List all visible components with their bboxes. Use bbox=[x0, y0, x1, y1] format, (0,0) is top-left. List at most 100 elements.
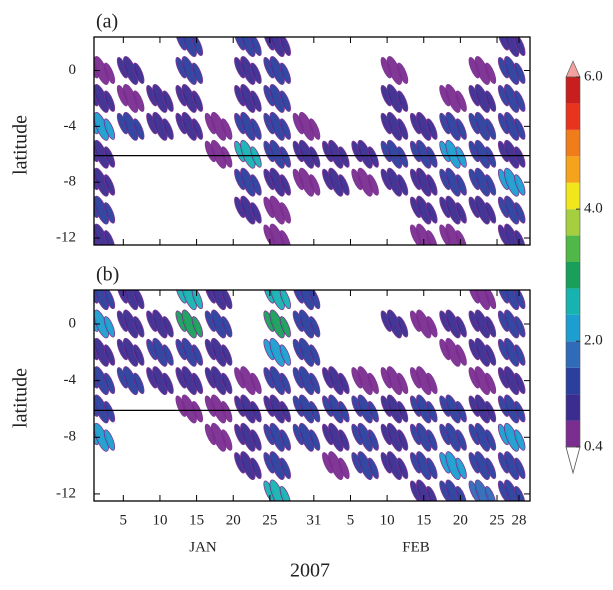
field bbox=[94, 37, 526, 245]
contour-streak bbox=[191, 37, 204, 57]
contour-streak bbox=[103, 372, 116, 395]
contour-streak bbox=[308, 290, 321, 310]
contour-streak bbox=[221, 344, 233, 366]
contour-streak bbox=[103, 202, 116, 224]
x-tick-label: 5 bbox=[347, 512, 355, 528]
contour-streak bbox=[250, 429, 262, 451]
contour-streak bbox=[250, 202, 262, 224]
colorbar-band bbox=[566, 314, 580, 342]
contour-streak bbox=[396, 429, 409, 451]
colorbar-band bbox=[566, 367, 580, 395]
contour-streak bbox=[308, 429, 321, 451]
contour-streak bbox=[279, 90, 291, 112]
y-tick-label: -4 bbox=[64, 372, 77, 388]
contour-streak bbox=[367, 429, 379, 451]
month-label: FEB bbox=[402, 539, 430, 555]
contour-streak bbox=[250, 174, 262, 196]
contour-streak bbox=[191, 90, 204, 112]
contour-streak bbox=[162, 372, 174, 395]
contour-streak bbox=[426, 316, 438, 338]
contour-streak bbox=[103, 230, 116, 245]
contour-streak bbox=[514, 230, 526, 245]
contour-streak bbox=[396, 174, 409, 196]
contour-streak bbox=[338, 457, 350, 480]
contour-streak bbox=[279, 118, 291, 140]
contour-streak bbox=[103, 118, 116, 140]
colorbar-band bbox=[566, 262, 580, 289]
contour-streak bbox=[426, 429, 438, 451]
contour-streak bbox=[396, 62, 409, 84]
contour-streak bbox=[367, 372, 379, 395]
contour-streak bbox=[103, 290, 116, 310]
contour-streak bbox=[279, 290, 291, 310]
contour-streak bbox=[514, 174, 526, 196]
contour-streak bbox=[484, 290, 497, 310]
contour-streak bbox=[338, 429, 350, 451]
contour-streak bbox=[103, 174, 116, 196]
x-tick-label: 25 bbox=[490, 512, 505, 528]
contour-streak bbox=[514, 62, 526, 84]
contour-streak bbox=[250, 90, 262, 112]
contour-streak bbox=[514, 90, 526, 112]
contour-streak bbox=[514, 37, 526, 57]
contour-streak bbox=[455, 174, 467, 196]
contour-streak bbox=[191, 372, 204, 395]
contour-streak bbox=[514, 316, 526, 338]
colorbar-over bbox=[565, 60, 581, 78]
contour-streak bbox=[455, 90, 467, 112]
colorbar-band bbox=[566, 129, 580, 157]
colorbar-band bbox=[566, 394, 580, 421]
contour-streak bbox=[396, 118, 409, 140]
month-label: JAN bbox=[189, 539, 217, 555]
y-tick-label: -4 bbox=[64, 118, 77, 134]
contour-streak bbox=[162, 344, 174, 366]
colorbar-band bbox=[566, 77, 580, 104]
contour-streak bbox=[484, 429, 497, 451]
y-tick-label: -12 bbox=[56, 485, 76, 501]
contour-streak bbox=[514, 372, 526, 395]
contour-streak bbox=[484, 344, 497, 366]
contour-streak bbox=[484, 457, 497, 480]
contour-streak bbox=[484, 316, 497, 338]
contour-streak bbox=[133, 290, 145, 310]
contour-streak bbox=[514, 118, 526, 140]
colorbar-band bbox=[566, 209, 580, 236]
panel-label: (b) bbox=[96, 264, 119, 286]
contour-streak bbox=[279, 37, 291, 57]
contour-streak bbox=[338, 372, 350, 395]
contour-streak bbox=[308, 174, 321, 196]
contour-streak bbox=[455, 202, 467, 224]
contour-streak bbox=[484, 202, 497, 224]
contour-streak bbox=[279, 429, 291, 451]
contour-streak bbox=[279, 62, 291, 84]
contour-streak bbox=[103, 90, 116, 112]
contour-streak bbox=[133, 118, 145, 140]
contour-streak bbox=[308, 316, 321, 338]
contour-streak bbox=[279, 486, 291, 501]
contour-streak bbox=[250, 37, 262, 57]
colorbar-tick-label: 0.4 bbox=[584, 438, 603, 454]
contour-streak bbox=[279, 316, 291, 338]
contour-streak bbox=[338, 174, 350, 196]
panel-label: (a) bbox=[96, 11, 118, 33]
y-axis-label: latitude bbox=[10, 115, 32, 175]
colorbar-band bbox=[566, 103, 580, 130]
colorbar-band bbox=[566, 341, 580, 368]
contour-streak bbox=[484, 486, 497, 501]
contour-streak bbox=[514, 290, 526, 310]
x-tick-label: 28 bbox=[512, 512, 527, 528]
x-tick-label: 20 bbox=[226, 512, 241, 528]
contour-streak bbox=[162, 118, 174, 140]
contour-streak bbox=[133, 90, 145, 112]
x-axis-label: 2007 bbox=[290, 560, 330, 582]
contour-streak bbox=[455, 344, 467, 366]
contour-streak bbox=[396, 457, 409, 480]
contour-streak bbox=[103, 62, 116, 84]
colorbar-band bbox=[566, 420, 580, 447]
contour-streak bbox=[426, 457, 438, 480]
contour-streak bbox=[455, 316, 467, 338]
contour-streak bbox=[514, 344, 526, 366]
colorbar-band bbox=[566, 235, 580, 263]
y-tick-label: 0 bbox=[69, 62, 77, 78]
y-tick-label: -8 bbox=[64, 174, 77, 190]
